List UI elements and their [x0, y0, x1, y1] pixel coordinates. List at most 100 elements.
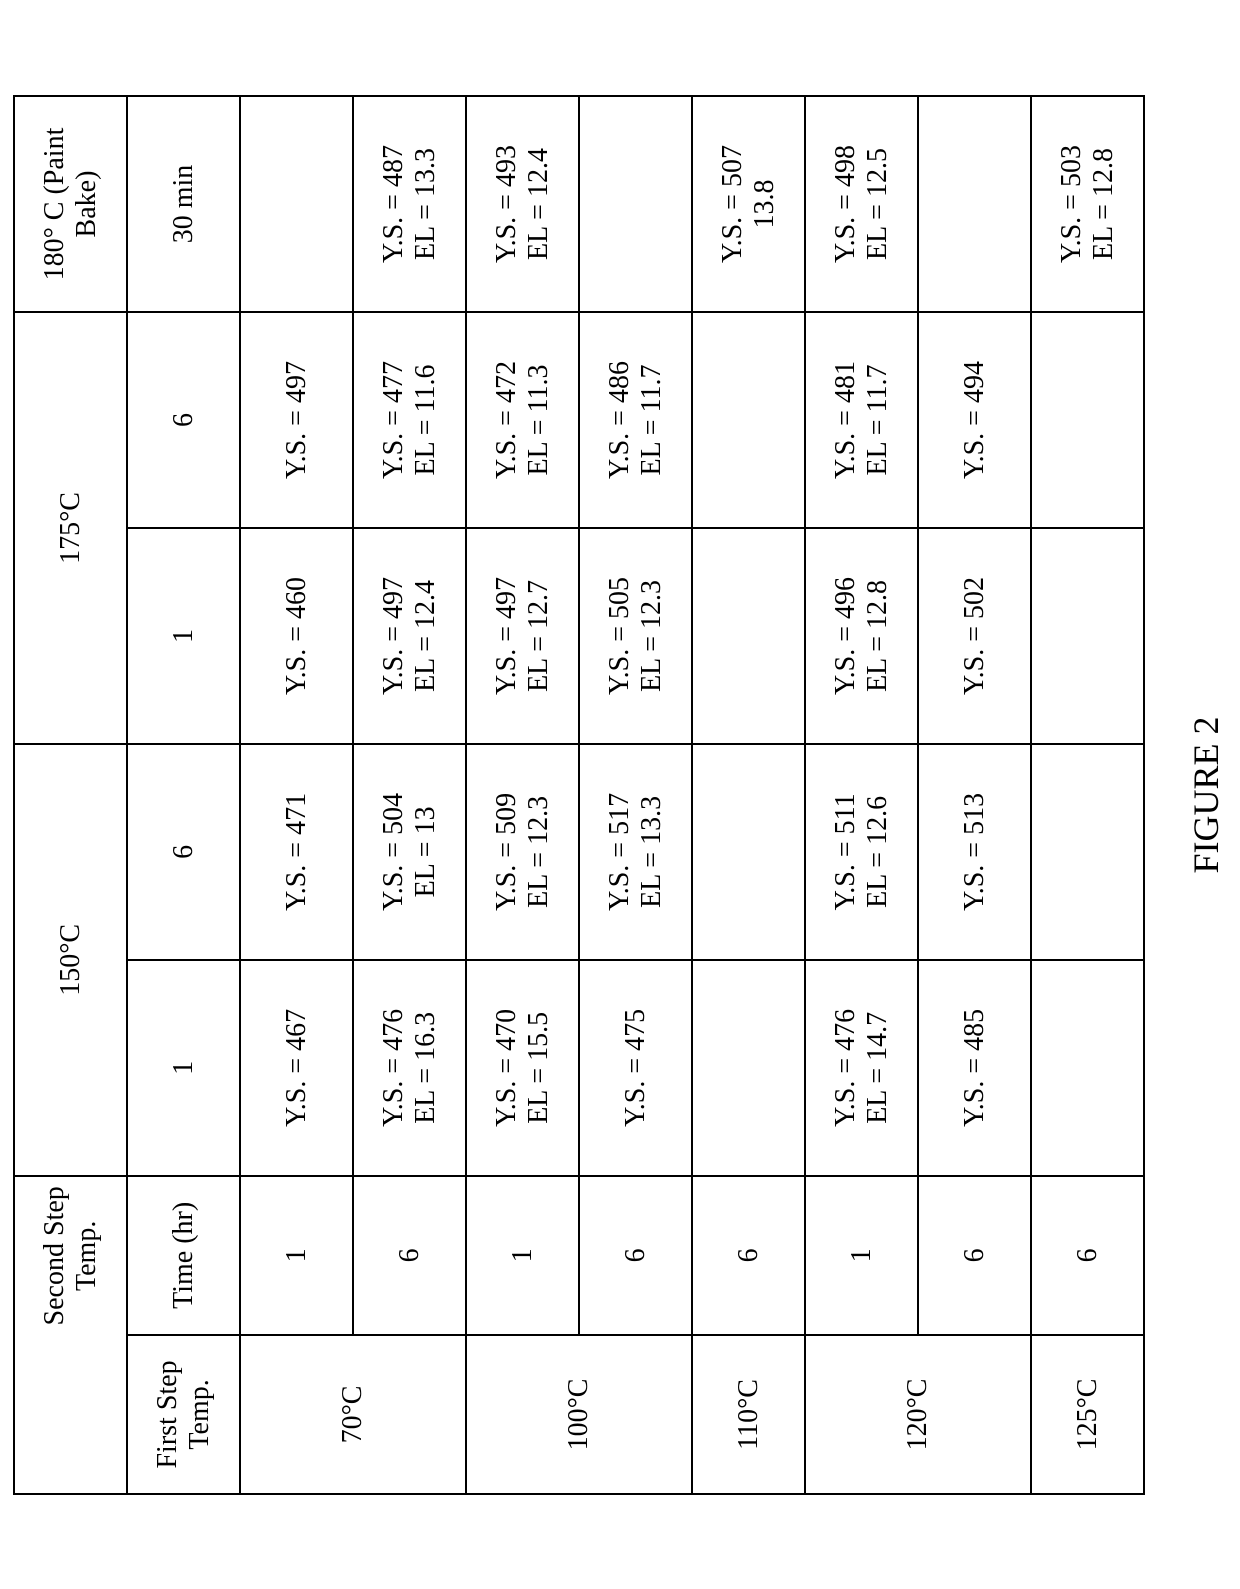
first-step-110: 110°C	[692, 1334, 805, 1493]
ys: Y.S. = 496	[830, 532, 862, 738]
sub-150-6: 6	[127, 743, 240, 959]
ys: Y.S. = 485	[959, 964, 991, 1170]
ys: Y.S. = 503	[1056, 101, 1088, 307]
sub-175-1: 1	[127, 527, 240, 743]
time-r4: 6	[579, 1175, 692, 1334]
cell-r2c4: Y.S. = 477EL = 11.6	[353, 312, 466, 528]
el: EL = 12.7	[523, 532, 555, 738]
cell-r3c1: Y.S. = 470EL = 15.5	[466, 959, 579, 1175]
header-row-2: First Step Temp. Time (hr) 1 6 1 6 30 mi…	[127, 96, 240, 1494]
time-r1: 1	[240, 1175, 353, 1334]
el: EL = 11.7	[862, 317, 894, 523]
cell-r1c2: Y.S. = 471	[240, 743, 353, 959]
row-70-6: 6 Y.S. = 476EL = 16.3 Y.S. = 504EL = 13 …	[353, 96, 466, 1494]
time-header: Time (hr)	[127, 1175, 240, 1334]
ys: Y.S. = 511	[830, 748, 862, 954]
ys: Y.S. = 476	[378, 964, 410, 1170]
row-100-6: 6 Y.S. = 475 Y.S. = 517EL = 13.3 Y.S. = …	[579, 96, 692, 1494]
ys: Y.S. = 487	[378, 101, 410, 307]
sub-180-30: 30 min	[127, 96, 240, 312]
el: EL = 12.6	[862, 748, 894, 954]
cell-r8c4	[1031, 312, 1144, 528]
el: 13.8	[749, 101, 781, 307]
el: EL = 12.3	[636, 532, 668, 738]
ys: Y.S. = 493	[491, 101, 523, 307]
ys: Y.S. = 481	[830, 317, 862, 523]
first-step-125: 125°C	[1031, 1334, 1144, 1493]
el: EL = 11.7	[636, 317, 668, 523]
cell-r1c3: Y.S. = 460	[240, 527, 353, 743]
ys: Y.S. = 497	[378, 532, 410, 738]
el: EL = 12.3	[523, 748, 555, 954]
first-step-70: 70°C	[240, 1334, 466, 1493]
ys: Y.S. = 471	[281, 748, 313, 954]
cell-r2c2: Y.S. = 504EL = 13	[353, 743, 466, 959]
cell-r4c4: Y.S. = 486EL = 11.7	[579, 312, 692, 528]
time-r8: 6	[1031, 1175, 1144, 1334]
el: EL = 11.3	[523, 317, 555, 523]
cell-r4c5	[579, 96, 692, 312]
row-110-6: 110°C 6 Y.S. = 50713.8	[692, 96, 805, 1494]
ys: Y.S. = 513	[959, 748, 991, 954]
cell-r5c2	[692, 743, 805, 959]
cell-r6c1: Y.S. = 476EL = 14.7	[805, 959, 918, 1175]
cell-r3c3: Y.S. = 497EL = 12.7	[466, 527, 579, 743]
time-r6: 1	[805, 1175, 918, 1334]
cell-r5c1	[692, 959, 805, 1175]
header-row-1: Second Step Temp. 150°C 175°C 180° C (Pa…	[14, 96, 127, 1494]
row-70-1: 70°C 1 Y.S. = 467 Y.S. = 471 Y.S. = 460 …	[240, 96, 353, 1494]
el: EL = 14.7	[862, 964, 894, 1170]
time-r7: 6	[918, 1175, 1031, 1334]
ys: Y.S. = 494	[959, 317, 991, 523]
ys: Y.S. = 497	[281, 317, 313, 523]
col-header-150: 150°C	[14, 743, 127, 1175]
row-120-6: 6 Y.S. = 485 Y.S. = 513 Y.S. = 502 Y.S. …	[918, 96, 1031, 1494]
cell-r6c5: Y.S. = 498EL = 12.5	[805, 96, 918, 312]
data-table: Second Step Temp. 150°C 175°C 180° C (Pa…	[13, 95, 1145, 1495]
cell-r1c1: Y.S. = 467	[240, 959, 353, 1175]
cell-r1c4: Y.S. = 497	[240, 312, 353, 528]
cell-r3c2: Y.S. = 509EL = 12.3	[466, 743, 579, 959]
ys: Y.S. = 477	[378, 317, 410, 523]
ys: Y.S. = 509	[491, 748, 523, 954]
ys: Y.S. = 507	[717, 101, 749, 307]
ys: Y.S. = 486	[604, 317, 636, 523]
cell-r7c5	[918, 96, 1031, 312]
el: EL = 12.4	[523, 101, 555, 307]
el: EL = 12.4	[410, 532, 442, 738]
ys: Y.S. = 467	[281, 964, 313, 1170]
ys: Y.S. = 470	[491, 964, 523, 1170]
time-r2: 6	[353, 1175, 466, 1334]
cell-r5c3	[692, 527, 805, 743]
cell-r7c4: Y.S. = 494	[918, 312, 1031, 528]
ys: Y.S. = 475	[620, 964, 652, 1170]
cell-r5c5: Y.S. = 50713.8	[692, 96, 805, 312]
cell-r1c5	[240, 96, 353, 312]
cell-r6c4: Y.S. = 481EL = 11.7	[805, 312, 918, 528]
second-step-header: Second Step Temp.	[14, 1175, 127, 1334]
cell-r4c1: Y.S. = 475	[579, 959, 692, 1175]
figure-caption: FIGURE 2	[1185, 716, 1227, 873]
cell-r2c3: Y.S. = 497EL = 12.4	[353, 527, 466, 743]
el: EL = 12.8	[862, 532, 894, 738]
cell-r7c1: Y.S. = 485	[918, 959, 1031, 1175]
ys: Y.S. = 502	[959, 532, 991, 738]
ys: Y.S. = 497	[491, 532, 523, 738]
cell-r3c5: Y.S. = 493EL = 12.4	[466, 96, 579, 312]
time-r5: 6	[692, 1175, 805, 1334]
first-step-100: 100°C	[466, 1334, 692, 1493]
el: EL = 12.5	[862, 101, 894, 307]
ys: Y.S. = 504	[378, 748, 410, 954]
el: EL = 13	[410, 748, 442, 954]
first-step-120: 120°C	[805, 1334, 1031, 1493]
row-100-1: 100°C 1 Y.S. = 470EL = 15.5 Y.S. = 509EL…	[466, 96, 579, 1494]
sub-175-6: 6	[127, 312, 240, 528]
first-step-header: First Step Temp.	[127, 1334, 240, 1493]
cell-r8c1	[1031, 959, 1144, 1175]
ys: Y.S. = 476	[830, 964, 862, 1170]
sub-150-1: 1	[127, 959, 240, 1175]
row-120-1: 120°C 1 Y.S. = 476EL = 14.7 Y.S. = 511EL…	[805, 96, 918, 1494]
cell-r7c3: Y.S. = 502	[918, 527, 1031, 743]
cell-r3c4: Y.S. = 472EL = 11.3	[466, 312, 579, 528]
cell-r2c5: Y.S. = 487EL = 13.3	[353, 96, 466, 312]
